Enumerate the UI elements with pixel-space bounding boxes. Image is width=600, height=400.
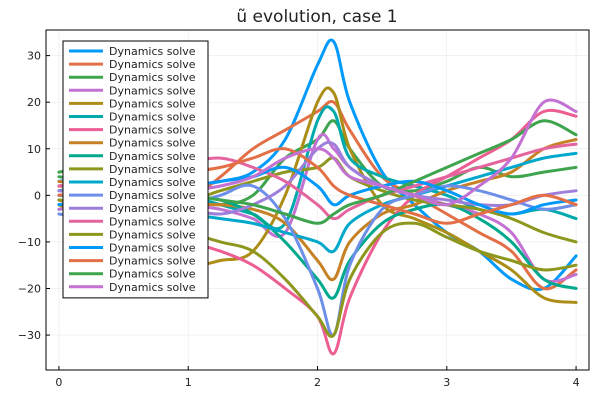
y-axis-ticks: −30 −20 −10 0 10 20 30 bbox=[18, 50, 50, 342]
legend-label: Dynamics solve bbox=[109, 228, 196, 241]
x-tick-label: 4 bbox=[573, 376, 580, 389]
legend-label: Dynamics solve bbox=[109, 202, 196, 215]
legend-label: Dynamics solve bbox=[109, 58, 196, 71]
y-tick-label: −20 bbox=[18, 282, 41, 295]
y-tick-label: −10 bbox=[18, 236, 41, 249]
y-tick-label: 20 bbox=[27, 96, 41, 109]
legend-label: Dynamics solve bbox=[109, 84, 196, 97]
legend-label: Dynamics solve bbox=[109, 150, 196, 163]
x-axis-ticks: 0 1 2 3 4 bbox=[55, 366, 580, 389]
legend-label: Dynamics solve bbox=[109, 71, 196, 84]
y-tick-label: 0 bbox=[34, 189, 41, 202]
legend-label: Dynamics solve bbox=[109, 268, 196, 281]
legend-label: Dynamics solve bbox=[109, 163, 196, 176]
legend-label: Dynamics solve bbox=[109, 124, 196, 137]
y-tick-label: 30 bbox=[27, 50, 41, 63]
legend-label: Dynamics solve bbox=[109, 255, 196, 268]
x-tick-label: 2 bbox=[314, 376, 321, 389]
legend-label: Dynamics solve bbox=[109, 189, 196, 202]
y-tick-label: 10 bbox=[27, 143, 41, 156]
legend-label: Dynamics solve bbox=[109, 281, 196, 294]
legend-label: Dynamics solve bbox=[109, 111, 196, 124]
y-tick-label: −30 bbox=[18, 329, 41, 342]
chart-title: ũ evolution, case 1 bbox=[236, 7, 397, 27]
x-tick-label: 3 bbox=[443, 376, 450, 389]
legend-label: Dynamics solve bbox=[109, 176, 196, 189]
legend-label: Dynamics solve bbox=[109, 137, 196, 150]
legend-label: Dynamics solve bbox=[109, 45, 196, 58]
legend-label: Dynamics solve bbox=[109, 97, 196, 110]
legend-label: Dynamics solve bbox=[109, 215, 196, 228]
legend-label: Dynamics solve bbox=[109, 242, 196, 255]
x-tick-label: 0 bbox=[55, 376, 62, 389]
x-tick-label: 1 bbox=[185, 376, 192, 389]
